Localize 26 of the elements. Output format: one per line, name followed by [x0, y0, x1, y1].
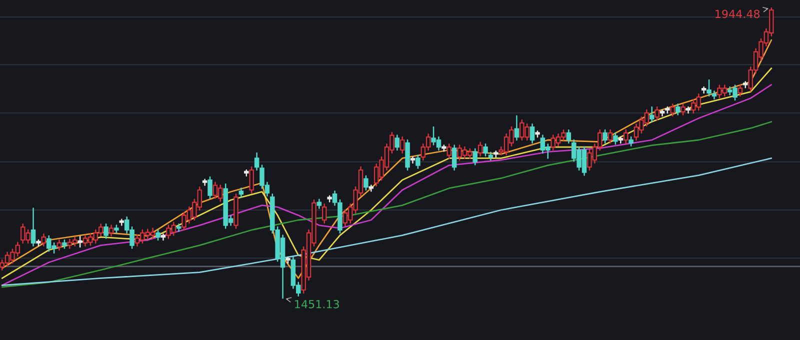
candlestick: [738, 84, 743, 97]
candlestick: [530, 123, 535, 144]
candlestick: [254, 152, 260, 171]
candlestick: [675, 103, 680, 116]
annotation: 1451.13: [295, 300, 339, 308]
candlestick: [316, 198, 322, 209]
candlestick: [566, 129, 572, 144]
candlestick: [670, 103, 676, 117]
candlestick: [176, 223, 182, 232]
candlestick: [108, 224, 114, 237]
candlestick: [488, 152, 494, 161]
candlestick: [478, 142, 483, 157]
candlestick: [238, 188, 244, 198]
candlestick: [608, 129, 613, 144]
candlestick: [649, 106, 654, 122]
annotation: 1944.48: [716, 10, 760, 18]
candlestick: [322, 203, 327, 224]
candlestick: [56, 239, 62, 251]
candlestick: [41, 233, 46, 247]
candlestick: [712, 90, 717, 100]
candlestick: [514, 115, 520, 141]
candlestick: [30, 208, 36, 247]
candlestick: [400, 136, 405, 154]
candlestick: [394, 134, 400, 151]
candlestick: [623, 129, 628, 144]
candlestick: [452, 144, 457, 171]
